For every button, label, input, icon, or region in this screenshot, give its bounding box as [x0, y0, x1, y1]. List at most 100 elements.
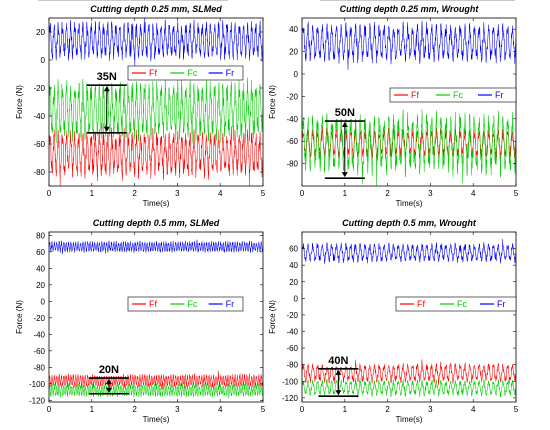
annotation-label-bg: [93, 70, 120, 84]
x-tick-label: 0: [300, 405, 305, 414]
axes-frame: [48, 17, 264, 187]
x-tick-label: 2: [132, 405, 137, 414]
x-tick-label: 0: [47, 405, 52, 414]
series-Fc-line: [302, 377, 516, 398]
y-axis-label: Force (N): [15, 300, 24, 334]
x-tick-label: 1: [90, 189, 95, 198]
series-Fr-line: [302, 239, 516, 264]
chart-panel-2: Cutting depth 0.25 mm, Wrought 40 20 0 -20 -4…: [268, 0, 550, 212]
x-tick-label: 3: [175, 405, 180, 414]
plot-area: [49, 239, 263, 399]
y-tick-label: -60: [33, 140, 45, 149]
x-tick-label: 5: [514, 189, 519, 198]
y-tick-label: -120: [29, 396, 46, 405]
legend-label-Fc: Fc: [457, 299, 467, 309]
y-tick-label: -20: [33, 84, 45, 93]
series-Fr-line: [302, 20, 516, 71]
y-tick-label: -40: [33, 112, 45, 121]
chart-title: Cutting depth 0.5 mm, Wrought: [342, 218, 477, 228]
chart-panel-1: Cutting depth 0.25 mm, SLMed 20 0 -20 -40 -60…: [0, 0, 275, 212]
legend-label-Fc: Fc: [187, 299, 197, 309]
range-annotation: 40N: [318, 353, 359, 397]
axes-frame: [48, 231, 264, 403]
legend: Ff Fc Fr: [127, 65, 244, 81]
series-Fc-line: [49, 77, 263, 144]
legend-label-Ff: Ff: [149, 68, 157, 78]
legend-label-Fc: Fc: [187, 68, 197, 78]
range-annotation: 50N: [324, 106, 365, 179]
range-annotation: 20N: [88, 363, 129, 395]
legend-label-Fr: Fr: [495, 90, 504, 100]
y-tick-label: 60: [289, 245, 298, 254]
chart-panel-4: Cutting depth 0.5 mm, Wrought 60 40 20 0 -20-…: [268, 215, 550, 430]
x-tick-label: 0: [47, 189, 52, 198]
y-tick-label: -120: [282, 394, 299, 403]
y-tick-label: -60: [286, 137, 298, 146]
y-tick-label: -40: [33, 330, 45, 339]
axes-frame: [301, 231, 517, 403]
plot-area: [302, 20, 516, 186]
x-tick-label: 4: [218, 189, 223, 198]
series-Fc-line: [302, 109, 516, 186]
x-tick-label: 4: [471, 405, 476, 414]
legend-label-Fc: Fc: [453, 90, 463, 100]
y-tick-label: -20: [33, 314, 45, 323]
legend: Ff Fc Fr: [389, 87, 517, 103]
annotation-label: 40N: [328, 355, 348, 367]
y-tick-label: 40: [289, 261, 298, 270]
x-tick-label: 1: [90, 405, 95, 414]
annotation-label: 20N: [99, 364, 119, 376]
x-axis-label: Time(s): [396, 199, 423, 208]
x-tick-label: 3: [175, 189, 180, 198]
legend-label-Ff: Ff: [149, 299, 157, 309]
annotation-label: 35N: [97, 71, 117, 83]
chart-title: Cutting depth 0.25 mm, SLMed: [90, 4, 222, 14]
y-tick-label: -80: [33, 168, 45, 177]
annotation-label: 50N: [335, 107, 355, 119]
y-tick-label: 0: [41, 297, 46, 306]
top-rule-right: [320, 0, 515, 1]
y-tick-label: -40: [286, 115, 298, 124]
x-tick-label: 3: [428, 189, 433, 198]
y-tick-label: 40: [289, 25, 298, 34]
legend: Ff Fc Fr: [127, 296, 244, 312]
x-axis-label: Time(s): [143, 199, 170, 208]
y-tick-label: 80: [36, 231, 45, 240]
x-tick-label: 3: [428, 405, 433, 414]
series-Fc-line: [49, 382, 263, 399]
x-tick-label: 5: [261, 405, 266, 414]
chart-title: Cutting depth 0.5 mm, SLMed: [93, 218, 220, 228]
y-tick-label: 60: [36, 248, 45, 257]
legend-label-Fr: Fr: [497, 299, 506, 309]
y-tick-label: -80: [286, 160, 298, 169]
annotation-label-bg: [95, 363, 122, 377]
legend: Ff Fc Fr: [395, 296, 517, 312]
x-tick-label: 4: [218, 405, 223, 414]
x-axis-label: Time(s): [396, 415, 423, 424]
y-tick-label: -60: [33, 347, 45, 356]
y-tick-label: -80: [286, 361, 298, 370]
y-tick-label: 20: [289, 278, 298, 287]
y-axis-label: Force (N): [268, 300, 277, 334]
y-tick-label: 0: [41, 56, 46, 65]
y-tick-label: 0: [294, 294, 299, 303]
y-tick-label: 20: [36, 28, 45, 37]
y-tick-label: 40: [36, 264, 45, 273]
x-tick-label: 2: [385, 405, 390, 414]
y-tick-label: 20: [289, 48, 298, 57]
annotation-label-bg: [325, 353, 352, 367]
series-Fr-line: [49, 18, 263, 68]
x-tick-label: 5: [514, 405, 519, 414]
y-tick-label: -100: [282, 377, 299, 386]
chart-panel-3: Cutting depth 0.5 mm, SLMed 80 60 40 20 0 -20-…: [0, 215, 275, 430]
y-tick-label: -80: [33, 363, 45, 372]
x-tick-label: 5: [261, 189, 266, 198]
x-tick-label: 1: [343, 189, 348, 198]
plot-area: [49, 18, 263, 186]
y-tick-label: -60: [286, 344, 298, 353]
y-axis-label: Force (N): [15, 85, 24, 119]
series-Ff-line: [49, 122, 263, 186]
series-Fr-line: [49, 239, 263, 255]
x-tick-label: 4: [471, 189, 476, 198]
legend-label-Fr: Fr: [226, 68, 235, 78]
